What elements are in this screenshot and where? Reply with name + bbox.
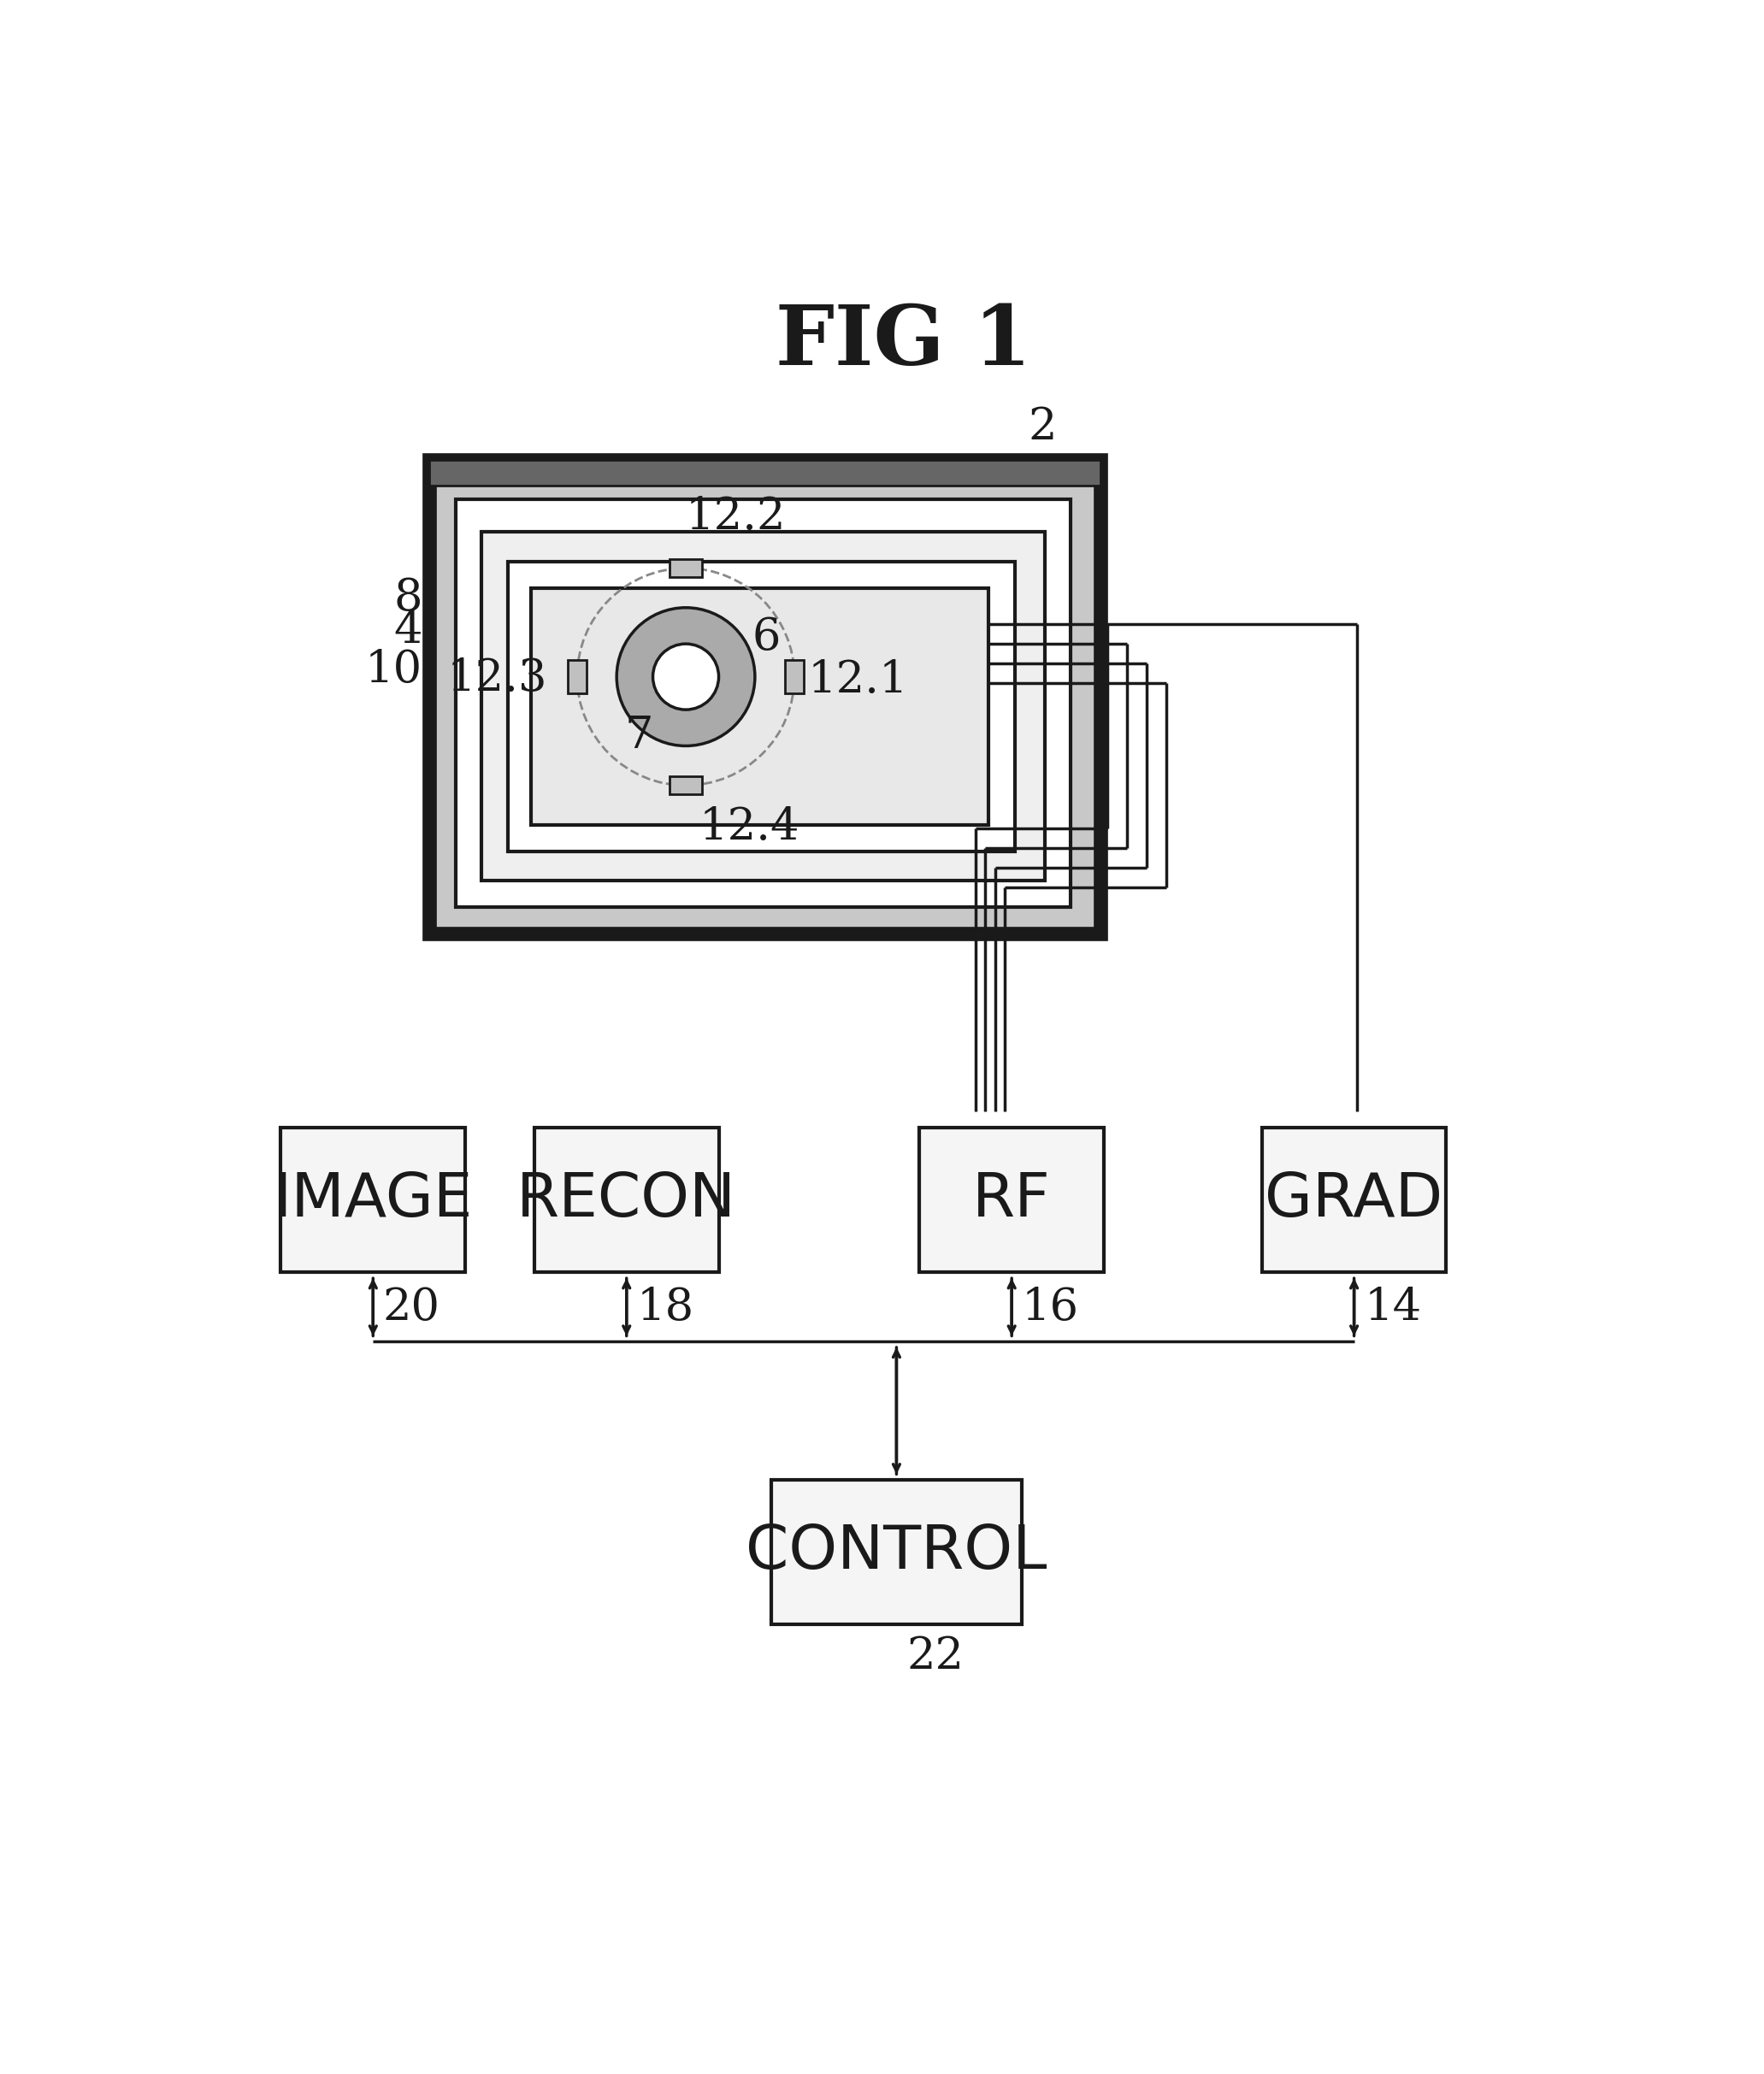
Text: 7: 7 (624, 713, 653, 757)
Circle shape (617, 608, 755, 747)
Text: CONTROL: CONTROL (746, 1522, 1048, 1582)
Text: 14: 14 (1364, 1286, 1422, 1329)
Text: 12.1: 12.1 (808, 657, 908, 701)
Bar (785, 660, 804, 693)
Bar (919, 1128, 1104, 1273)
Text: 12.2: 12.2 (686, 496, 787, 539)
Text: RF: RF (972, 1170, 1051, 1230)
Bar (508, 562, 1014, 850)
Text: 20: 20 (383, 1286, 441, 1329)
Text: IMAGE: IMAGE (273, 1170, 473, 1230)
Bar (429, 460, 1101, 485)
Text: GRAD: GRAD (1265, 1170, 1443, 1230)
Bar (280, 1128, 466, 1273)
Bar (531, 587, 988, 825)
Text: RECON: RECON (517, 1170, 736, 1230)
Bar (534, 1128, 718, 1273)
Bar (429, 460, 1101, 933)
Text: FIG 1: FIG 1 (776, 301, 1032, 382)
Bar (568, 660, 586, 693)
Text: 10: 10 (365, 649, 422, 693)
Bar (482, 531, 1044, 881)
Text: 12.4: 12.4 (699, 805, 799, 848)
Bar (669, 776, 702, 794)
Text: 18: 18 (637, 1286, 693, 1329)
Text: 6: 6 (751, 616, 780, 660)
Text: 12.3: 12.3 (446, 655, 547, 699)
Text: 8: 8 (393, 577, 422, 620)
Text: 22: 22 (907, 1634, 963, 1678)
Bar (1261, 1128, 1446, 1273)
Bar (771, 1481, 1021, 1624)
Circle shape (653, 643, 718, 709)
Bar (669, 558, 702, 577)
Text: 16: 16 (1021, 1286, 1080, 1329)
Text: 4: 4 (393, 610, 422, 653)
Bar (455, 500, 1071, 906)
Text: 2: 2 (1028, 404, 1057, 448)
